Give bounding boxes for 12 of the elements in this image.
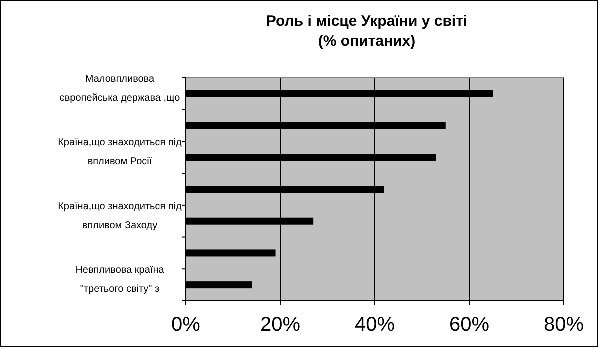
x-tick-label: 80% xyxy=(544,314,584,336)
x-tick-label: 0% xyxy=(172,314,201,336)
x-tick-label: 40% xyxy=(354,314,396,336)
bar xyxy=(186,250,276,257)
x-tick-label: 60% xyxy=(449,314,490,336)
y-tick-label: Країна,що знаходиться під впливом Росії xyxy=(58,138,182,168)
chart-title: Роль і місце України у світі (% опитаних) xyxy=(266,13,468,50)
y-tick-label: Невпливова країна "третього світу" з xyxy=(76,265,165,296)
y-tick-label: Маловпливова європейська держава ,що xyxy=(60,74,181,104)
bar xyxy=(186,282,252,289)
y-tick-label: Країна,що знаходиться під впливом Заходу xyxy=(58,201,182,232)
x-tick-label: 20% xyxy=(260,314,301,336)
